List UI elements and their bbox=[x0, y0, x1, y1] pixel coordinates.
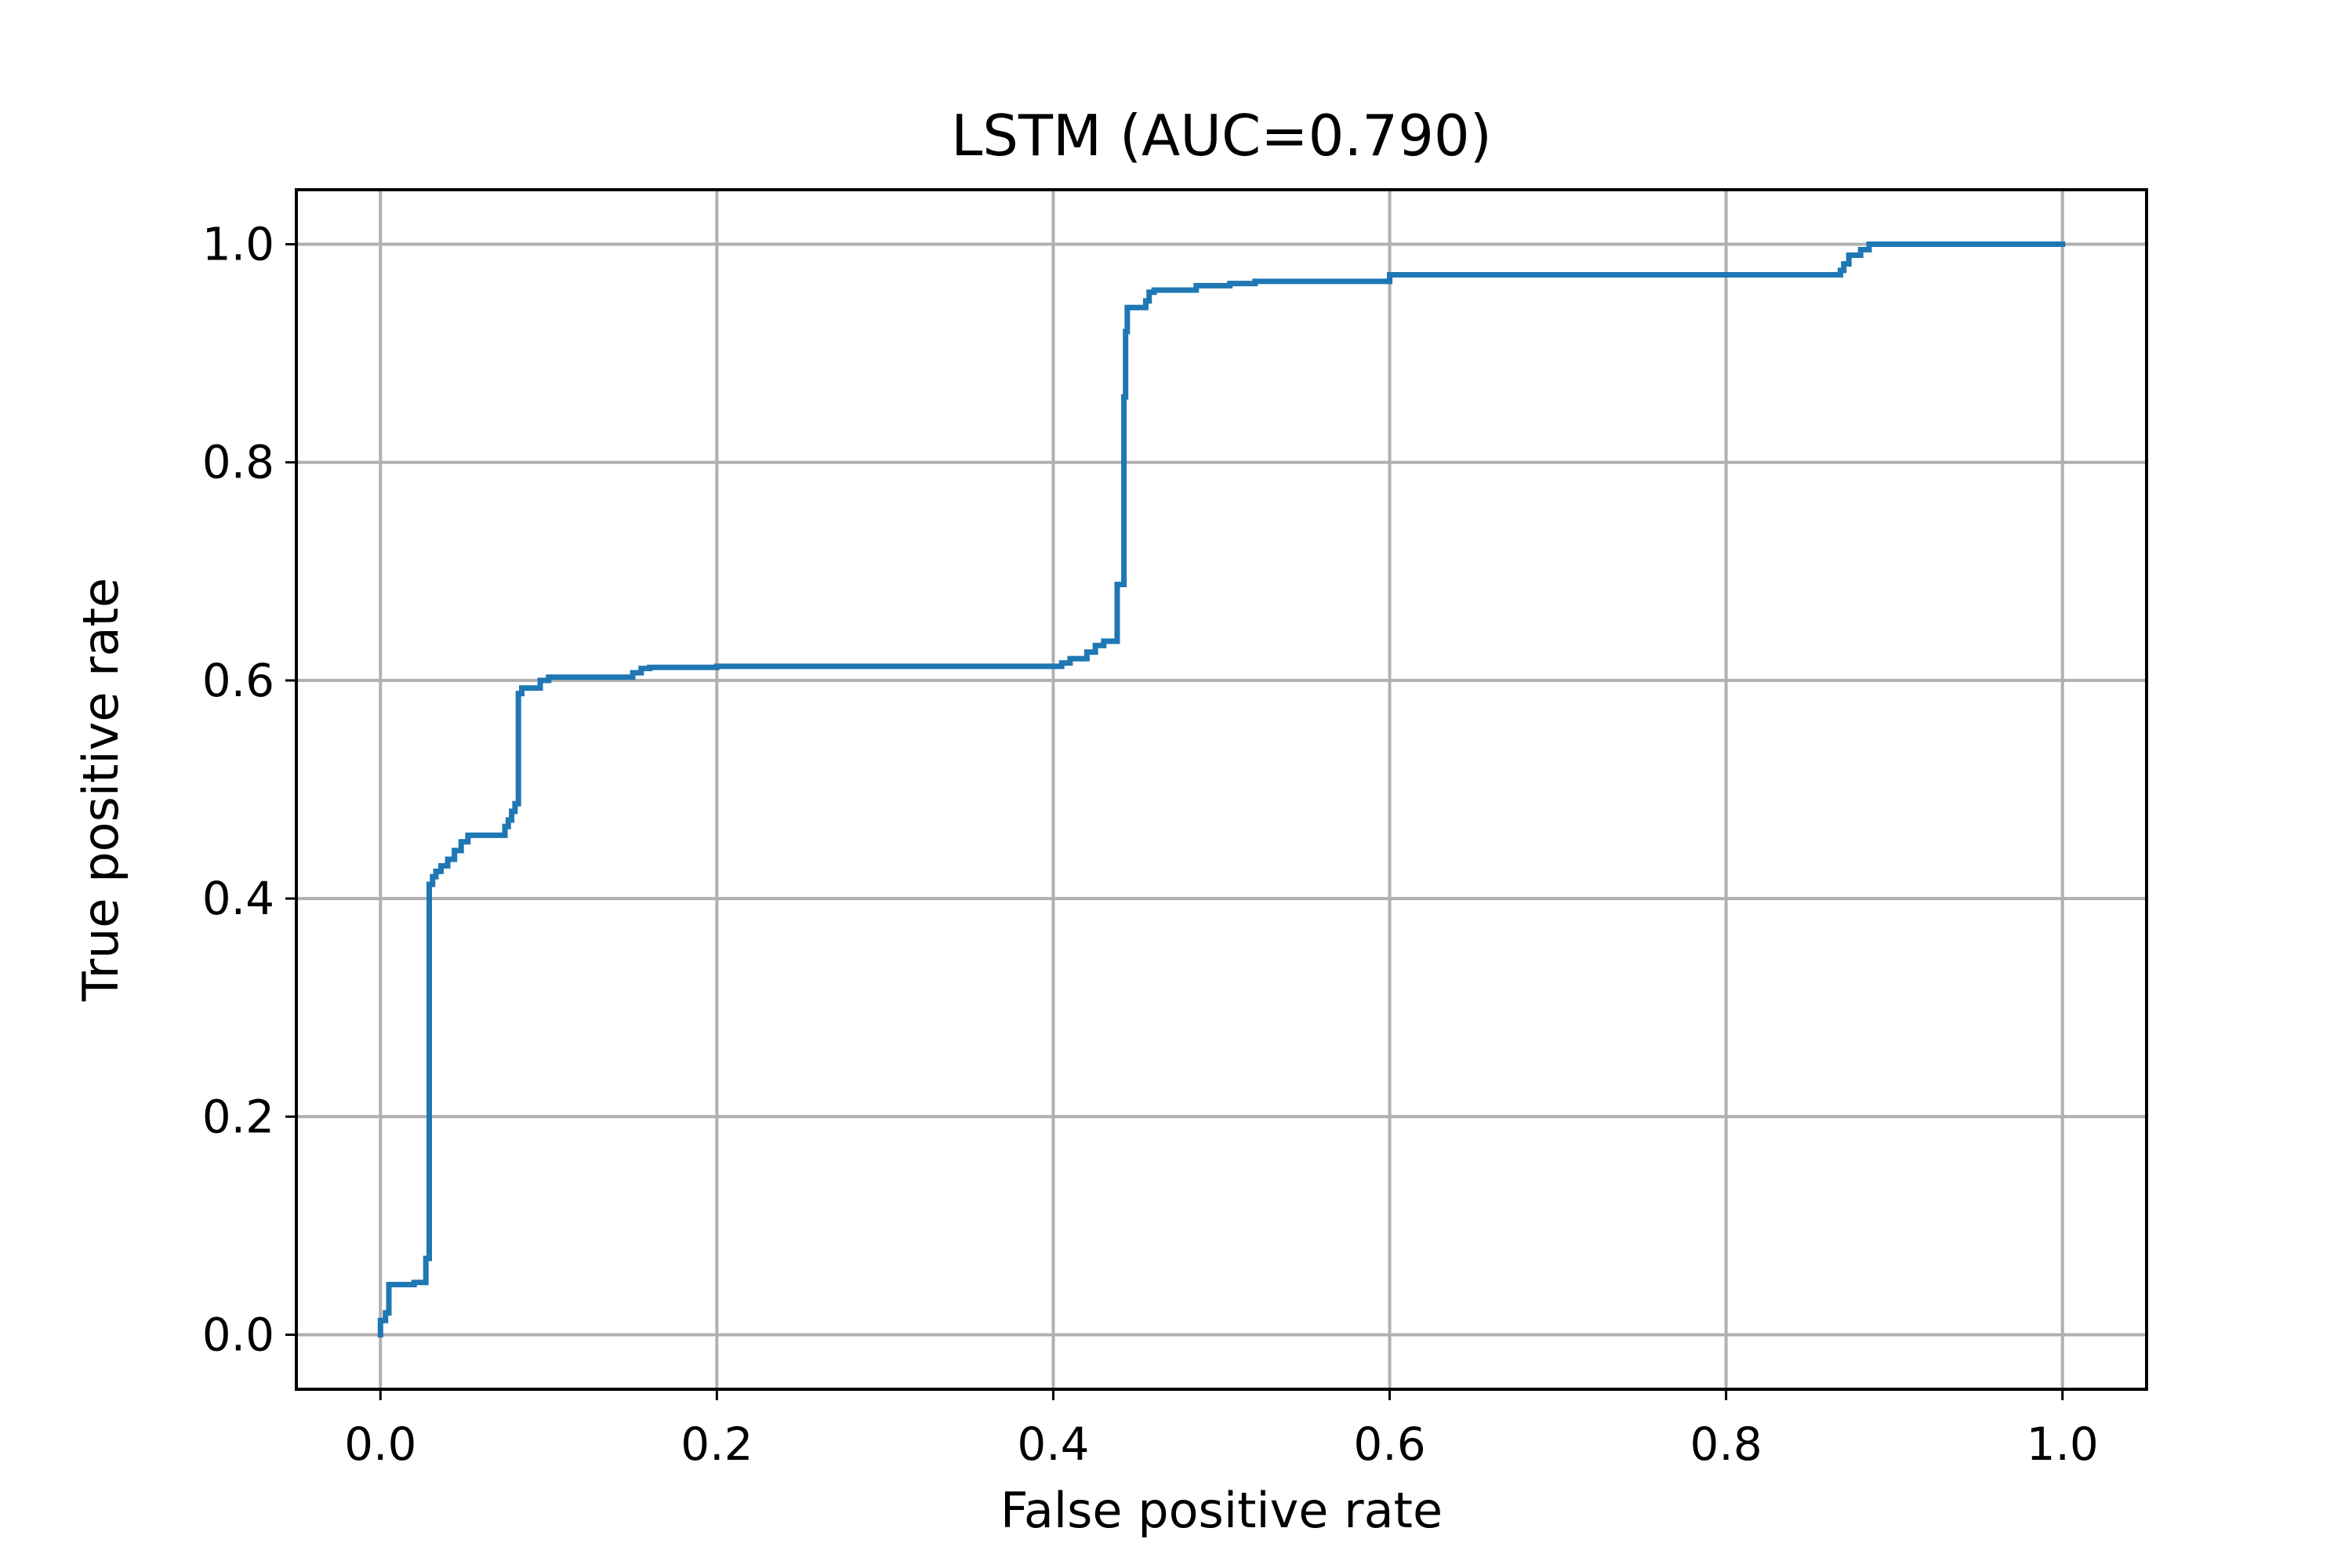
x-tick-label: 0.6 bbox=[1353, 1417, 1425, 1471]
y-tick-label: 0.8 bbox=[202, 436, 274, 489]
series-layer bbox=[377, 241, 2066, 1338]
grid-layer bbox=[296, 190, 2147, 1389]
y-tick-label: 0.4 bbox=[202, 872, 274, 925]
y-tick-label: 0.2 bbox=[202, 1090, 274, 1143]
y-tick-label: 0.6 bbox=[202, 654, 274, 707]
tick-layer: 0.0 0.2 0.4 0.6 0.8 1.0 0.0 0.2 0.4 0.6 0.8 1.0 bbox=[202, 218, 2099, 1471]
y-tick-label: 1.0 bbox=[202, 218, 274, 271]
x-tick-label: 0.8 bbox=[1690, 1417, 1762, 1471]
chart-title: LSTM (AUC=0.790) bbox=[951, 103, 1492, 169]
x-tick-label: 1.0 bbox=[2027, 1417, 2099, 1471]
x-tick-label: 0.4 bbox=[1017, 1417, 1089, 1471]
x-tick-label: 0.0 bbox=[344, 1417, 416, 1471]
plot-frame bbox=[295, 188, 2148, 1391]
x-tick-label: 0.2 bbox=[681, 1417, 753, 1471]
x-axis-label: False positive rate bbox=[1000, 1482, 1443, 1539]
y-tick-label: 0.0 bbox=[202, 1308, 274, 1361]
roc-curve-line bbox=[377, 241, 2066, 1338]
y-axis-label: True positive rate bbox=[72, 578, 129, 1002]
